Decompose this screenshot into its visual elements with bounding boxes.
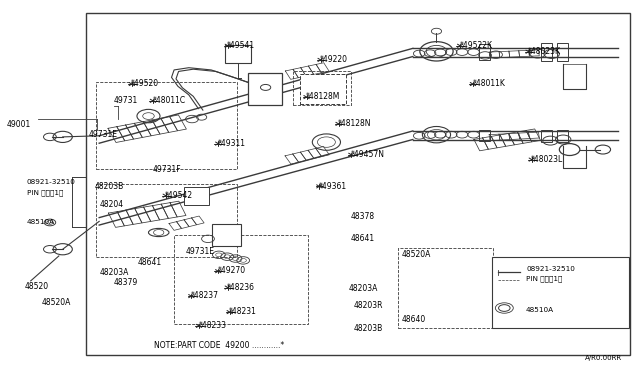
Text: 49731E: 49731E	[88, 130, 117, 139]
Text: 08921-32510: 08921-32510	[526, 266, 575, 272]
Bar	[96, 82, 237, 169]
Text: PIN ピン（1）: PIN ピン（1）	[526, 275, 563, 282]
Text: *49457N: *49457N	[351, 150, 385, 159]
Bar	[184, 187, 209, 205]
Text: *49220: *49220	[320, 55, 348, 64]
Text: 49001: 49001	[6, 120, 31, 129]
Bar	[300, 74, 346, 104]
Bar	[86, 13, 630, 355]
Text: *48011K: *48011K	[472, 79, 505, 88]
Text: 48203B: 48203B	[353, 324, 383, 333]
Text: PIN ピン（1）: PIN ピン（1）	[27, 189, 63, 196]
Text: *48128N: *48128N	[338, 119, 371, 128]
Text: *48128M: *48128M	[306, 92, 340, 101]
Text: 48203A: 48203A	[99, 268, 129, 277]
Text: 48204: 48204	[99, 200, 124, 209]
Text: *49311: *49311	[218, 139, 246, 148]
Bar	[541, 43, 552, 61]
Bar	[212, 224, 241, 246]
Text: *48011C: *48011C	[152, 96, 186, 105]
Text: NOTE:PART CODE  49200 ............*: NOTE:PART CODE 49200 ............*	[154, 341, 284, 350]
Bar	[293, 71, 351, 105]
Text: 48520A: 48520A	[402, 250, 431, 259]
Text: *49542: *49542	[165, 191, 193, 200]
Bar	[492, 257, 629, 328]
Text: *49270: *49270	[218, 266, 246, 275]
Text: 08921-32510: 08921-32510	[27, 179, 76, 185]
Bar	[248, 73, 282, 105]
Text: 48510A: 48510A	[526, 307, 554, 312]
Text: 48640: 48640	[402, 315, 426, 324]
Text: 48510A: 48510A	[27, 219, 55, 225]
Text: *48236: *48236	[227, 283, 255, 292]
Bar	[225, 45, 251, 63]
Text: *49522K: *49522K	[460, 41, 493, 50]
Text: *48231: *48231	[229, 307, 257, 316]
Bar	[541, 130, 552, 142]
Text: *49361: *49361	[319, 182, 347, 190]
Text: A/R0.00RR: A/R0.00RR	[585, 355, 622, 361]
Text: 48520A: 48520A	[42, 298, 71, 307]
Bar	[96, 184, 237, 257]
Text: 48203A: 48203A	[349, 284, 378, 293]
Text: *48023L: *48023L	[531, 155, 563, 164]
Text: *48023K: *48023K	[528, 47, 561, 56]
Bar	[557, 130, 568, 142]
Text: 48203R: 48203R	[353, 301, 383, 310]
Text: 48203B: 48203B	[95, 182, 124, 191]
Text: 49731F: 49731F	[152, 165, 181, 174]
Text: *49541: *49541	[227, 41, 255, 50]
Text: 49731E: 49731E	[186, 247, 214, 256]
Bar	[479, 44, 490, 60]
Bar	[479, 130, 490, 141]
Text: 48378: 48378	[351, 212, 375, 221]
Text: 48379: 48379	[114, 278, 138, 287]
Text: 48641: 48641	[138, 258, 162, 267]
Text: *49520: *49520	[131, 79, 159, 88]
Text: *48233: *48233	[198, 321, 227, 330]
Bar	[557, 43, 568, 61]
Text: 48520: 48520	[24, 282, 49, 291]
Bar	[174, 235, 308, 324]
Bar	[398, 248, 493, 328]
Text: 49731: 49731	[114, 96, 138, 105]
Text: *48237: *48237	[191, 291, 219, 300]
Text: 48641: 48641	[351, 234, 375, 243]
